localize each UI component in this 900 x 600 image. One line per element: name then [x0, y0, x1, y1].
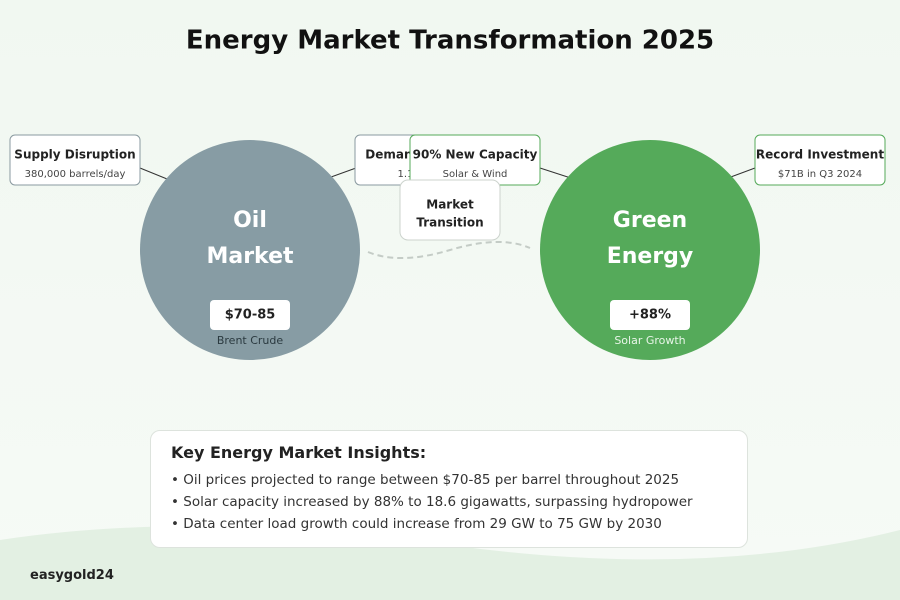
transition-curve: [367, 241, 531, 259]
callout-title: Supply Disruption: [14, 148, 135, 162]
oil-badge: [210, 300, 290, 330]
insight-item: Data center load growth could increase f…: [171, 516, 727, 532]
green-circle: [540, 140, 760, 360]
oil-caption: Brent Crude: [217, 334, 284, 347]
footer-brand: easygold24: [30, 568, 114, 583]
callout-title: Record Investment: [756, 148, 884, 162]
green-badge: [610, 300, 690, 330]
callout-title: 90% New Capacity: [413, 148, 538, 162]
callout-detail: $71B in Q3 2024: [778, 169, 862, 180]
green-title: Energy: [607, 244, 694, 269]
oil-circle: [140, 140, 360, 360]
green-caption: Solar Growth: [614, 334, 685, 347]
insights-box: Key Energy Market Insights: Oil prices p…: [150, 430, 748, 548]
title: Energy Market Transformation 2025: [186, 26, 714, 56]
insights-list: Oil prices projected to range between $7…: [171, 472, 727, 532]
transition-label: Market: [426, 198, 474, 212]
transition-label: Transition: [416, 216, 483, 230]
oil-title: Oil: [233, 208, 267, 233]
insight-item: Solar capacity increased by 88% to 18.6 …: [171, 494, 727, 510]
green-badge-text: +88%: [629, 308, 671, 323]
green-title: Green: [613, 208, 687, 233]
insights-title: Key Energy Market Insights:: [171, 443, 427, 462]
transition-box: Market Transition: [399, 179, 501, 241]
insight-item: Oil prices projected to range between $7…: [171, 472, 727, 488]
callout-detail: Solar & Wind: [443, 169, 508, 180]
oil-title: Market: [206, 244, 294, 269]
callout: 90% New Capacity Solar & Wind: [409, 134, 541, 186]
callout-detail: 380,000 barrels/day: [25, 169, 126, 180]
callout: Supply Disruption 380,000 barrels/day: [9, 134, 141, 186]
oil-badge-text: $70-85: [225, 308, 276, 323]
callout: Record Investment $71B in Q3 2024: [754, 134, 886, 186]
